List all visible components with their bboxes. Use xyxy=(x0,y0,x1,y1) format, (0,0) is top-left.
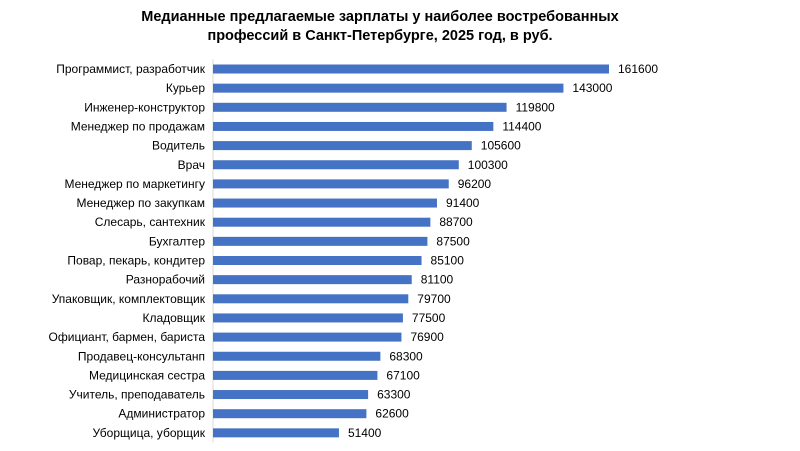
data-label: 100300 xyxy=(468,158,508,172)
bar xyxy=(213,198,437,208)
bar xyxy=(213,256,422,265)
data-label: 87500 xyxy=(436,234,470,248)
data-label: 114400 xyxy=(502,119,541,133)
data-label: 143000 xyxy=(572,81,612,95)
bar xyxy=(213,217,431,227)
bar xyxy=(213,313,403,323)
category-label: Упаковщик, комплектовщик xyxy=(52,292,206,306)
data-label: 85100 xyxy=(431,254,465,268)
category-label: Повар, пекарь, кондитер xyxy=(67,254,205,268)
data-label: 63300 xyxy=(377,388,411,402)
data-label: 51400 xyxy=(348,426,382,440)
category-label: Менеджер по закупкам xyxy=(76,196,205,210)
bar xyxy=(213,121,494,131)
bar xyxy=(213,141,472,151)
bar xyxy=(213,409,367,419)
category-label: Врач xyxy=(178,158,205,172)
bar xyxy=(213,64,609,74)
bar xyxy=(213,160,459,170)
category-label: Официант, бармен, бариста xyxy=(49,330,206,344)
category-label: Менеджер по маркетингу xyxy=(64,177,205,191)
bar xyxy=(213,294,409,304)
category-label: Учитель, преподаватель xyxy=(69,388,205,402)
data-label: 81100 xyxy=(421,273,454,287)
data-label: 119800 xyxy=(516,100,555,114)
data-label: 161600 xyxy=(618,62,658,76)
bar xyxy=(213,390,369,400)
data-label: 79700 xyxy=(417,292,451,306)
bar xyxy=(213,102,507,112)
bar xyxy=(213,83,564,93)
category-label: Кладовщик xyxy=(142,311,205,325)
bar xyxy=(213,275,412,285)
chart-title: Медианные предлагаемые зарплаты у наибол… xyxy=(60,8,700,46)
category-label: Программист, разработчик xyxy=(56,62,206,76)
bar xyxy=(213,351,381,361)
category-label: Медицинская сестра xyxy=(89,368,205,382)
chart-title-line-2: профессий в Санкт-Петербурге, 2025 год, … xyxy=(207,28,553,44)
bar xyxy=(213,236,428,246)
data-label: 68300 xyxy=(389,349,423,363)
data-label: 88700 xyxy=(439,215,473,229)
data-label: 62600 xyxy=(375,407,409,421)
category-label: Инженер-конструктор xyxy=(84,100,205,114)
data-label: 67100 xyxy=(386,368,420,382)
category-label: Водитель xyxy=(152,139,205,153)
data-label: 96200 xyxy=(458,177,492,191)
data-label: 91400 xyxy=(446,196,480,210)
chart-title-line-1: Медианные предлагаемые зарплаты у наибол… xyxy=(141,9,619,25)
category-label: Администратор xyxy=(118,407,205,421)
bar xyxy=(213,332,402,342)
data-label: 76900 xyxy=(410,330,444,344)
category-label: Курьер xyxy=(166,81,205,95)
category-label: Менеджер по продажам xyxy=(71,119,205,133)
category-label: Разнорабочий xyxy=(126,273,205,287)
category-label: Уборщица, уборщик xyxy=(92,426,205,440)
bar xyxy=(213,179,449,189)
category-label: Продавец-консультанп xyxy=(78,349,205,363)
bar xyxy=(213,428,339,438)
category-label: Бухгалтер xyxy=(149,234,205,248)
data-label: 105600 xyxy=(481,139,521,153)
data-label: 77500 xyxy=(412,311,446,325)
category-label: Слесарь, сантехник xyxy=(95,215,206,229)
bar xyxy=(213,370,378,380)
